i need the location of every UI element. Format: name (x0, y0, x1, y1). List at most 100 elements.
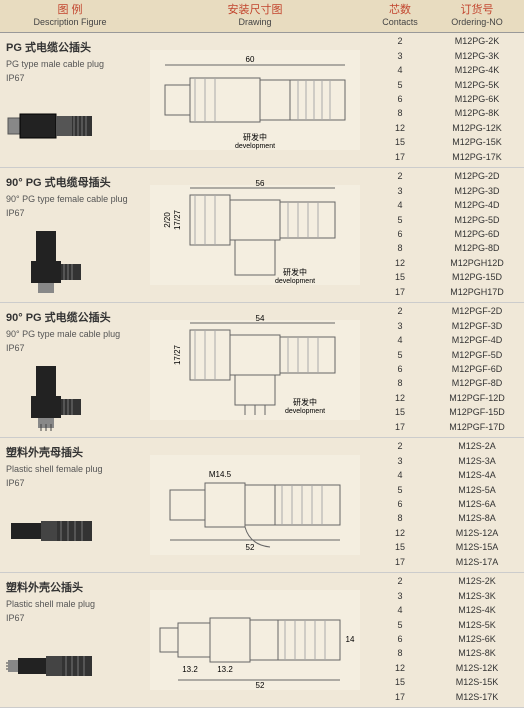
product-title-en: Plastic shell male plug (6, 599, 134, 609)
contact-value: 15 (395, 138, 405, 148)
order-no: M12S-5K (458, 621, 496, 631)
section-drawing: 60 研发中 development (140, 33, 370, 167)
order-no: M12PG-6K (455, 95, 500, 105)
contact-value: 6 (397, 635, 402, 645)
order-no: M12S-15K (456, 678, 499, 688)
contacts-list: 2 3 4 5 6 8 12 15 17 (370, 438, 430, 572)
order-no: M12S-5A (458, 486, 496, 496)
product-photo-icon (6, 226, 96, 296)
contact-value: 3 (397, 457, 402, 467)
product-title-cn: 90° PG 式电缆公插头 (6, 309, 134, 325)
contact-value: 6 (397, 230, 402, 240)
product-ip: IP67 (6, 478, 134, 488)
contacts-list: 2 3 4 5 6 8 12 15 17 (370, 33, 430, 167)
header-draw-en: Drawing (142, 17, 368, 28)
contact-value: 3 (397, 187, 402, 197)
order-no: M12PG-6D (454, 230, 499, 240)
dev-note-en: development (275, 278, 315, 285)
svg-text:13.2: 13.2 (217, 665, 233, 674)
product-title-cn: 塑料外壳母插头 (6, 444, 134, 460)
catalog-page: 图 例 Description Figure 安装尺寸图 Drawing 芯数 … (0, 0, 524, 708)
dev-note-cn: 研发中 (293, 397, 317, 407)
product-photo-icon (6, 496, 96, 566)
product-ip: IP67 (6, 343, 134, 353)
svg-text:56: 56 (256, 180, 265, 188)
svg-text:52: 52 (256, 681, 265, 690)
section-right: 2 3 4 5 6 8 12 15 17 M12S-2K M12S-3K M12… (370, 573, 524, 707)
order-no: M12S-17A (456, 558, 499, 568)
contact-value: 8 (397, 109, 402, 119)
order-no: M12PG-4D (454, 201, 499, 211)
order-no: M12PGF-3D (452, 322, 503, 332)
order-no: M12S-6K (458, 635, 496, 645)
order-no: M12PG-4K (455, 66, 500, 76)
header-contacts-cn: 芯数 (372, 4, 428, 17)
order-no: M12PGF-17D (449, 423, 505, 433)
contact-value: 17 (395, 693, 405, 703)
section-right: 2 3 4 5 6 8 12 15 17 M12PGF-2D M12PGF-3D… (370, 303, 524, 437)
order-no: M12PG-5K (455, 81, 500, 91)
contact-value: 8 (397, 514, 402, 524)
contact-value: 12 (395, 529, 405, 539)
contact-value: 15 (395, 678, 405, 688)
order-no: M12PG-2D (454, 172, 499, 182)
dev-note-cn: 研发中 (283, 267, 307, 277)
header-desc-cn: 图 例 (2, 4, 138, 17)
contact-value: 3 (397, 592, 402, 602)
section-pg-male: PG 式电缆公插头 PG type male cable plug IP67 (0, 33, 524, 168)
order-no: M12PG-8D (454, 244, 499, 254)
header-order-cn: 订货号 (432, 4, 522, 17)
order-list: M12PG-2K M12PG-3K M12PG-4K M12PG-5K M12P… (430, 33, 524, 167)
contact-value: 12 (395, 124, 405, 134)
order-no: M12PGF-12D (449, 394, 505, 404)
header-draw-cn: 安装尺寸图 (142, 4, 368, 17)
svg-text:54: 54 (256, 315, 265, 323)
contact-value: 4 (397, 336, 402, 346)
contacts-list: 2 3 4 5 6 8 12 15 17 (370, 303, 430, 437)
product-photo-icon (6, 361, 96, 431)
section-plastic-male: 塑料外壳公插头 Plastic shell male plug IP67 (0, 573, 524, 708)
contact-value: 2 (397, 442, 402, 452)
section-right: 2 3 4 5 6 8 12 15 17 M12PG-2K M12PG-3K M… (370, 33, 524, 167)
contact-value: 3 (397, 322, 402, 332)
contact-value: 8 (397, 649, 402, 659)
section-right: 2 3 4 5 6 8 12 15 17 M12S-2A M12S-3A M12… (370, 438, 524, 572)
product-photo-icon (6, 91, 96, 161)
order-no: M12PG-3K (455, 52, 500, 62)
section-drawing: 17/27 2/20 56 研发中 development (140, 168, 370, 302)
contact-value: 2 (397, 307, 402, 317)
header-order: 订货号 Ordering-NO (430, 0, 524, 32)
order-no: M12S-12A (456, 529, 499, 539)
contact-value: 4 (397, 201, 402, 211)
drawing-icon: 17/27 2/20 56 研发中 development (150, 185, 360, 285)
contact-value: 8 (397, 244, 402, 254)
svg-text:52: 52 (246, 543, 255, 552)
order-no: M12S-4K (458, 606, 496, 616)
section-90-pg-male: 90° PG 式电缆公插头 90° PG type male cable plu… (0, 303, 524, 438)
section-left: PG 式电缆公插头 PG type male cable plug IP67 (0, 33, 140, 167)
order-no: M12PG-15K (452, 138, 502, 148)
order-no: M12PGF-4D (452, 336, 503, 346)
header-contacts-en: Contacts (372, 17, 428, 28)
contact-value: 5 (397, 216, 402, 226)
contact-value: 2 (397, 172, 402, 182)
contact-value: 6 (397, 500, 402, 510)
order-no: M12S-8A (458, 514, 496, 524)
order-no: M12S-12K (456, 664, 499, 674)
section-drawing: 17/27 54 研发中 development (140, 303, 370, 437)
section-right: 2 3 4 5 6 8 12 15 17 M12PG-2D M12PG-3D M… (370, 168, 524, 302)
section-drawing: M14.5 52 (140, 438, 370, 572)
order-no: M12S-2A (458, 442, 496, 452)
svg-text:17/27: 17/27 (173, 209, 182, 230)
contact-value: 5 (397, 351, 402, 361)
product-title-cn: 塑料外壳公插头 (6, 579, 134, 595)
order-no: M12S-15A (456, 543, 499, 553)
contact-value: 4 (397, 606, 402, 616)
drawing-icon: 17/27 54 研发中 development (150, 320, 360, 420)
order-no: M12S-6A (458, 500, 496, 510)
contact-value: 4 (397, 66, 402, 76)
section-left: 塑料外壳母插头 Plastic shell female plug IP67 (0, 438, 140, 572)
order-no: M12S-4A (458, 471, 496, 481)
product-ip: IP67 (6, 613, 134, 623)
contact-value: 17 (395, 288, 405, 298)
